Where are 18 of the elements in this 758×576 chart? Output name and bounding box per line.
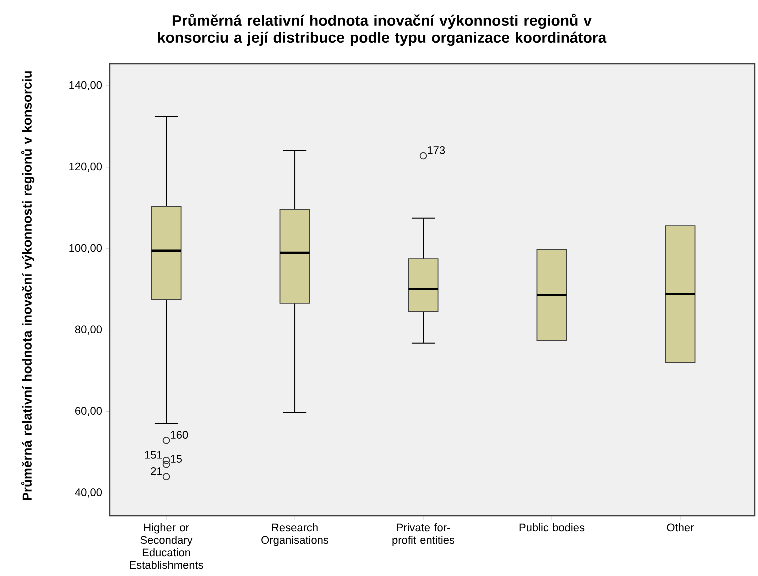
annotation: 15 — [171, 455, 182, 463]
x-tick-label: Private for-profit entities — [392, 524, 455, 546]
annotation: 173 — [428, 146, 446, 154]
y-tick-label: 140,00 — [70, 81, 102, 91]
annotation: 21 — [151, 468, 162, 476]
chart-title: Průměrná relativní hodnota inovační výkonnosti regionů v konsorciu a její distribuce podle typu organizace koordinátora — [158, 14, 607, 46]
y-tick-label: 80,00 — [75, 326, 102, 335]
y-tick-label: 60,00 — [76, 407, 102, 416]
x-tick-label: Other — [667, 524, 694, 532]
y-tick-label: 100,00 — [70, 244, 102, 254]
x-tick-label: Higher or Secondary Education Establishments — [130, 524, 204, 570]
annotation: 151 — [145, 451, 162, 459]
y-tick-label: 120,00 — [70, 162, 102, 172]
y-tick-label: 40,00 — [75, 488, 102, 498]
x-tick-label: Research Organisations — [262, 524, 329, 546]
annotation: 160 — [171, 431, 188, 439]
y-axis-title: Průměrná relativní hodnota inovační výkonnosti regionů v konsorciu — [21, 72, 35, 500]
x-tick-label: Public bodies — [520, 524, 585, 532]
